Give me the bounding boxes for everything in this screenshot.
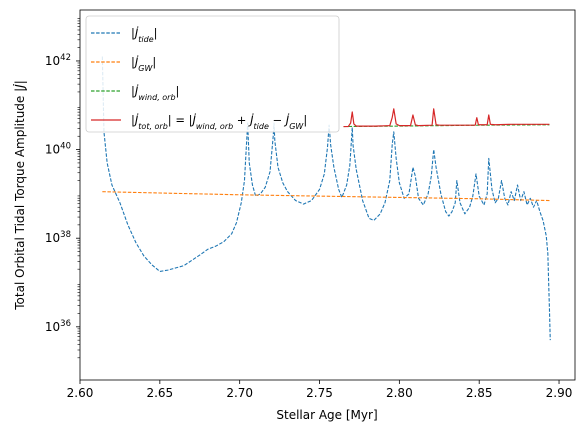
series-line-0 bbox=[101, 56, 551, 341]
y-tick-label: 1036 bbox=[45, 319, 71, 334]
y-tick-label: 1040 bbox=[45, 142, 71, 157]
x-tick-label: 2.80 bbox=[386, 386, 413, 400]
y-tick-label: 1042 bbox=[45, 53, 71, 68]
series-line-1 bbox=[102, 191, 550, 202]
x-tick-label: 2.90 bbox=[546, 386, 573, 400]
legend-label-3: |J̇tot, orb| = |J̇wind, orb + J̇tide − J… bbox=[131, 113, 307, 131]
x-tick-label: 2.60 bbox=[67, 386, 94, 400]
x-tick-label: 2.65 bbox=[146, 386, 173, 400]
y-axis: 1036 1038 1040 1042 bbox=[45, 18, 80, 359]
x-tick-label: 2.85 bbox=[466, 386, 493, 400]
series-line-3 bbox=[343, 108, 550, 128]
legend: |J̇tide| |J̇GW| |J̇wind, orb| |J̇tot, orb| … bbox=[85, 15, 340, 133]
x-axis-label: Stellar Age [Myr] bbox=[276, 408, 377, 422]
x-tick-label: 2.70 bbox=[226, 386, 253, 400]
y-axis-label: Total Orbital Tidal Torque Amplitude |J̇… bbox=[13, 80, 27, 311]
legend-box bbox=[85, 15, 340, 133]
legend-label-2: |J̇wind, orb| bbox=[131, 84, 179, 102]
plot-frame bbox=[79, 9, 576, 381]
x-tick-label: 2.75 bbox=[306, 386, 333, 400]
series-layer bbox=[101, 56, 551, 341]
legend-label-1: |J̇GW| bbox=[131, 55, 156, 73]
x-axis: 2.60 2.65 2.70 2.75 2.80 2.85 2.90 bbox=[67, 380, 573, 400]
legend-label-0: |J̇tide| bbox=[131, 26, 158, 44]
y-tick-label: 1038 bbox=[45, 230, 71, 245]
